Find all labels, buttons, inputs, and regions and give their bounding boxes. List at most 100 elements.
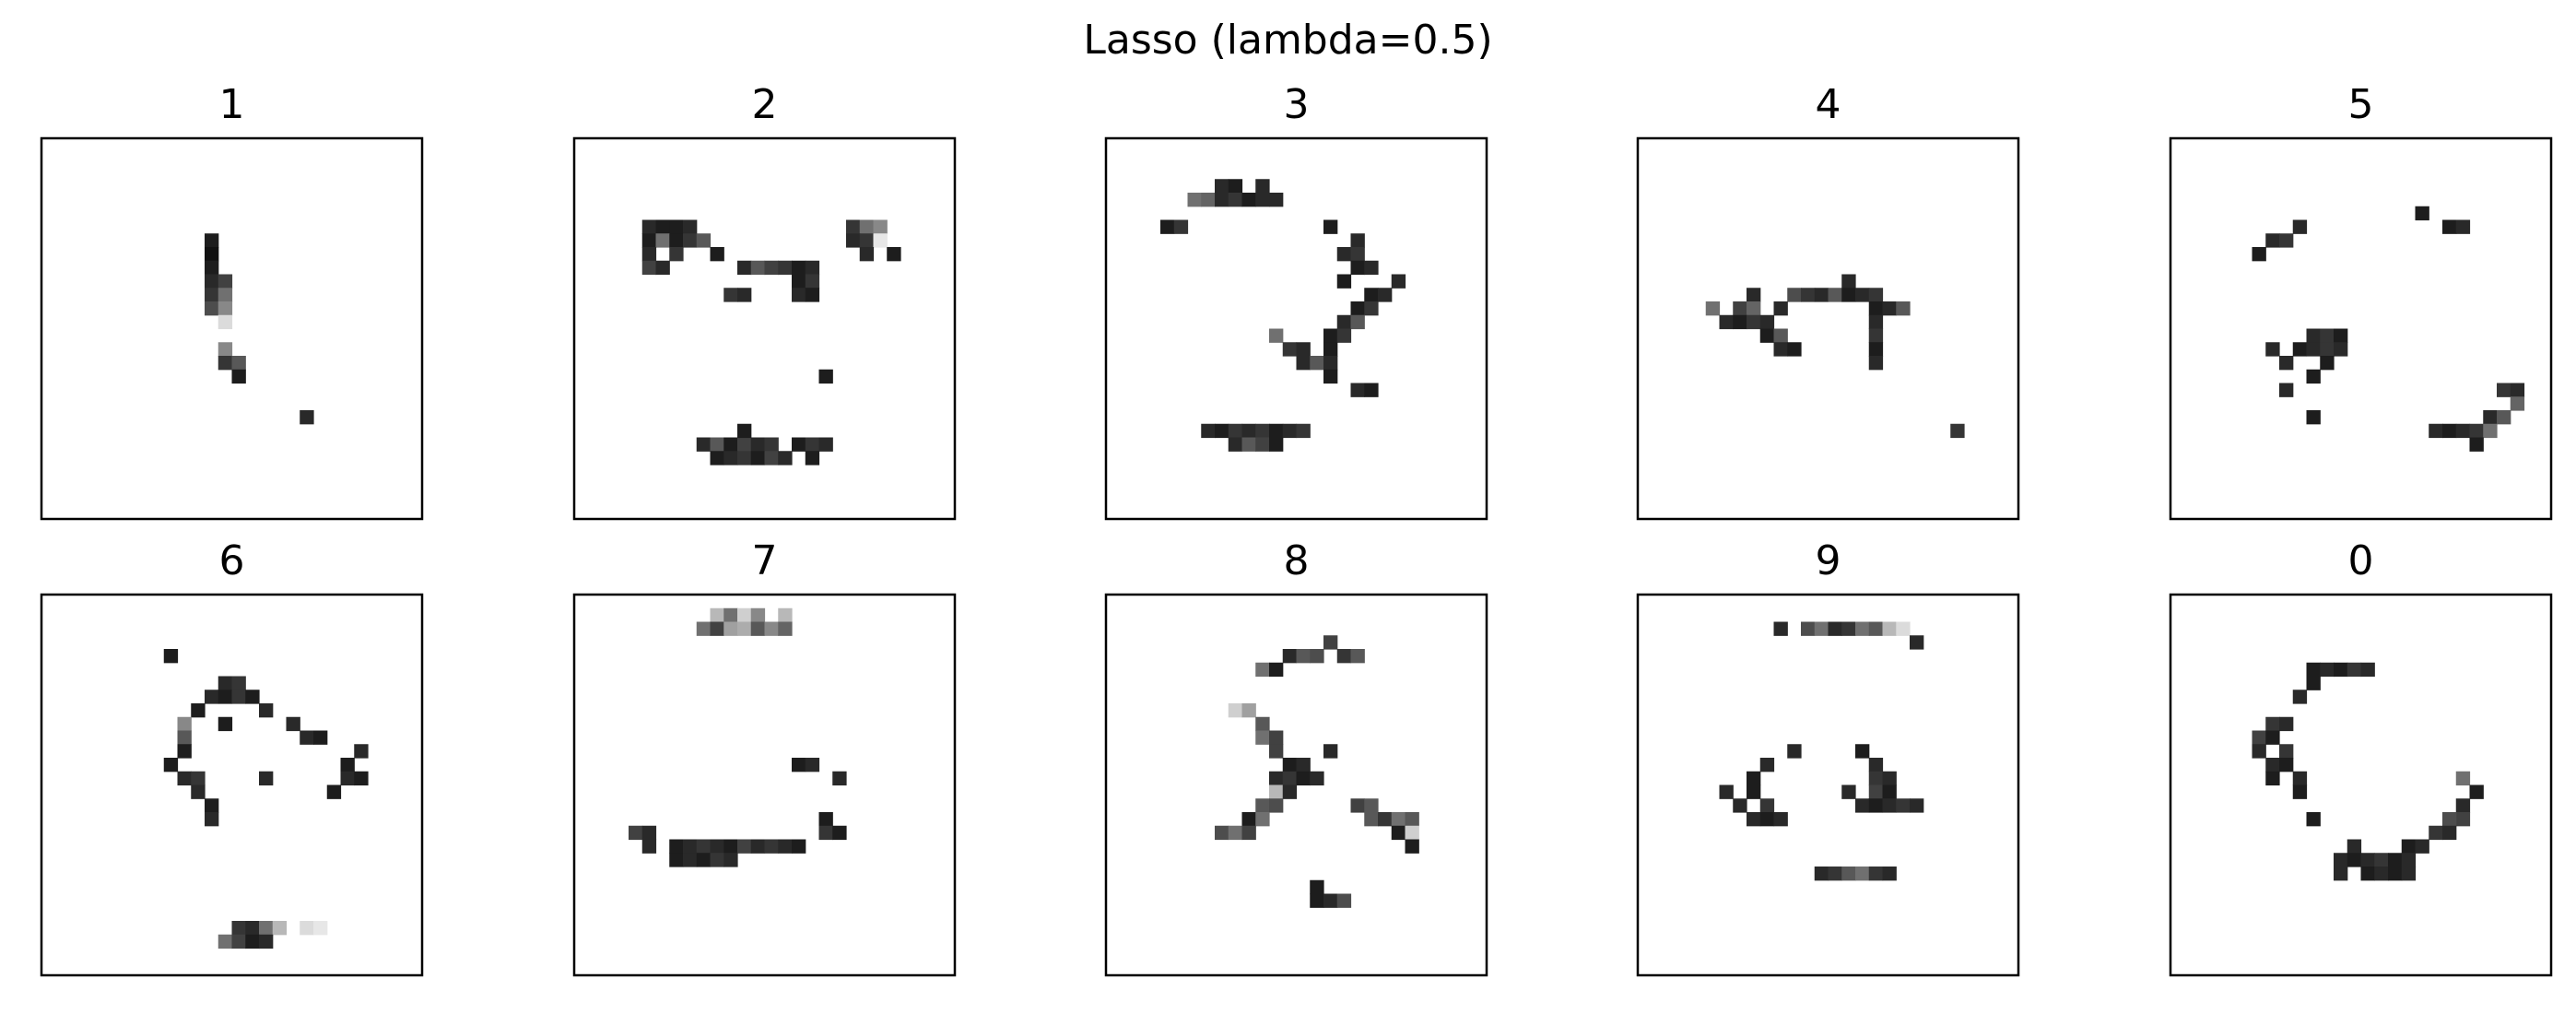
heatmap-cell xyxy=(710,621,724,636)
heatmap-cell xyxy=(1296,342,1311,357)
axes-frame xyxy=(1636,593,2020,977)
heatmap-cell xyxy=(205,301,219,316)
heatmap-cell xyxy=(764,621,779,636)
panel-9: 9 xyxy=(1636,541,2020,977)
heatmap-cell xyxy=(1255,730,1270,745)
heatmap-cell xyxy=(259,921,274,936)
heatmap-cell xyxy=(1868,342,1884,357)
panel-0: 0 xyxy=(2169,541,2553,977)
heatmap-cell xyxy=(818,369,833,384)
heatmap-cell xyxy=(1828,288,1842,302)
heatmap-cell xyxy=(1814,621,1829,636)
panel-4: 4 xyxy=(1636,85,2020,521)
heatmap-cell xyxy=(1759,798,1775,813)
heatmap-cell xyxy=(683,839,698,854)
heatmap-cell xyxy=(354,771,369,786)
heatmap-cell xyxy=(245,921,260,936)
heatmap-cell xyxy=(1747,301,1761,316)
heatmap-cell xyxy=(710,839,724,854)
heatmap-cell xyxy=(1350,798,1365,813)
heatmap-cell xyxy=(710,607,724,623)
heatmap-cell xyxy=(1868,621,1884,636)
panel-5: 5 xyxy=(2169,85,2553,521)
heatmap-cell xyxy=(1323,219,1338,234)
heatmap-cell xyxy=(1323,744,1338,759)
heatmap-cell xyxy=(1228,703,1243,718)
panel-title: 9 xyxy=(1815,537,1841,584)
heatmap-cell xyxy=(1269,744,1284,759)
heatmap-cell xyxy=(792,839,806,854)
heatmap-cell xyxy=(1310,356,1324,371)
heatmap-cell xyxy=(2279,758,2294,772)
heatmap-cell xyxy=(1787,288,1802,302)
heatmap-cell xyxy=(723,451,738,466)
heatmap-cell xyxy=(1228,179,1243,194)
heatmap-cell xyxy=(1868,758,1884,772)
heatmap-cell xyxy=(1269,328,1284,343)
heatmap-cell xyxy=(805,274,820,289)
panel-6: 6 xyxy=(40,541,424,977)
heatmap-cell xyxy=(737,423,752,439)
heatmap-cell xyxy=(259,934,274,949)
heatmap-cell xyxy=(832,825,847,841)
heatmap-cell xyxy=(2252,730,2266,745)
heatmap-cell xyxy=(1269,771,1284,786)
heatmap-cell xyxy=(818,437,833,452)
heatmap-cell xyxy=(859,219,875,234)
heatmap-cell xyxy=(1187,193,1202,207)
heatmap-image xyxy=(572,593,957,977)
heatmap-cell xyxy=(177,744,192,759)
heatmap-cell xyxy=(1282,771,1298,786)
heatmap-cell xyxy=(1296,771,1311,786)
panel-7: 7 xyxy=(572,541,957,977)
heatmap-cell xyxy=(1814,288,1829,302)
heatmap-cell xyxy=(1255,423,1270,439)
heatmap-cell xyxy=(2320,356,2335,371)
heatmap-cell xyxy=(2279,233,2294,248)
heatmap-cell xyxy=(1828,621,1842,636)
heatmap-cell xyxy=(218,690,233,704)
heatmap-cell xyxy=(218,274,233,289)
heatmap-cell xyxy=(2279,744,2294,759)
heatmap-cell xyxy=(313,730,328,745)
heatmap-cell xyxy=(2429,825,2443,841)
axes-frame xyxy=(40,136,424,521)
heatmap-cell xyxy=(1896,301,1911,316)
heatmap-cell xyxy=(163,758,179,772)
heatmap-cell xyxy=(873,219,888,234)
heatmap-cell xyxy=(764,451,779,466)
heatmap-cell xyxy=(1364,383,1379,397)
heatmap-cell xyxy=(218,342,233,357)
heatmap-cell xyxy=(1747,784,1761,799)
heatmap-image xyxy=(40,136,424,521)
heatmap-cell xyxy=(1310,879,1324,895)
heatmap-cell xyxy=(1323,356,1338,371)
heatmap-cell xyxy=(696,233,712,248)
heatmap-cell xyxy=(1868,867,1884,881)
heatmap-cell xyxy=(1201,423,1216,439)
heatmap-cell xyxy=(2334,328,2348,343)
heatmap-cell xyxy=(191,771,206,786)
heatmap-cell xyxy=(2497,383,2511,397)
heatmap-cell xyxy=(1228,825,1243,841)
heatmap-cell xyxy=(683,233,698,248)
heatmap-cell xyxy=(205,260,219,276)
heatmap-cell xyxy=(300,921,314,936)
heatmap-cell xyxy=(1160,219,1175,234)
heatmap-cell xyxy=(1310,649,1324,664)
heatmap-cell xyxy=(2347,662,2362,678)
heatmap-cell xyxy=(218,301,233,316)
heatmap-cell xyxy=(2429,423,2443,439)
heatmap-cell xyxy=(231,356,246,371)
heatmap-image xyxy=(572,136,957,521)
heatmap-cell xyxy=(764,260,779,276)
heatmap-cell xyxy=(750,437,766,452)
heatmap-cell xyxy=(2469,784,2484,799)
heatmap-cell xyxy=(723,839,738,854)
heatmap-cell xyxy=(231,921,246,936)
heatmap-cell xyxy=(2279,356,2294,371)
heatmap-cell xyxy=(1719,314,1734,330)
heatmap-cell xyxy=(2401,839,2417,854)
heatmap-cell xyxy=(669,853,684,867)
